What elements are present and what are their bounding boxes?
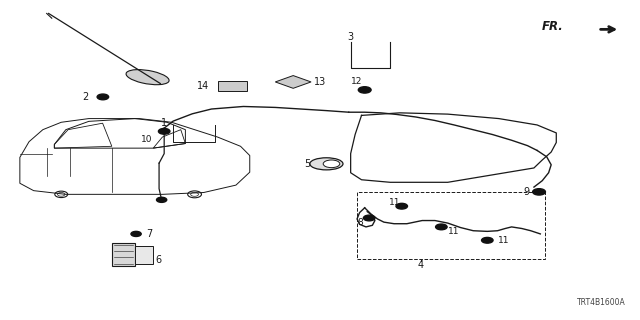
Circle shape	[358, 87, 371, 93]
Text: 9: 9	[523, 187, 529, 197]
FancyBboxPatch shape	[113, 243, 135, 266]
Text: 11: 11	[497, 236, 509, 245]
FancyBboxPatch shape	[135, 246, 153, 264]
Text: 1: 1	[161, 118, 167, 128]
Circle shape	[481, 237, 493, 243]
Circle shape	[97, 94, 109, 100]
Text: 2: 2	[83, 92, 89, 102]
Text: 10: 10	[141, 135, 153, 144]
FancyBboxPatch shape	[218, 81, 247, 91]
Circle shape	[159, 128, 170, 134]
Text: 3: 3	[348, 32, 354, 42]
Text: 14: 14	[197, 81, 210, 91]
Ellipse shape	[310, 158, 343, 170]
Text: 7: 7	[147, 229, 152, 239]
Circle shape	[157, 197, 167, 202]
Text: 12: 12	[351, 77, 362, 86]
Text: 4: 4	[418, 260, 424, 270]
Circle shape	[532, 189, 545, 195]
Circle shape	[131, 231, 141, 236]
Ellipse shape	[126, 70, 169, 85]
Circle shape	[436, 224, 447, 230]
Text: FR.: FR.	[542, 20, 564, 33]
Text: 5: 5	[305, 159, 311, 169]
Text: 6: 6	[156, 255, 161, 265]
Text: 8: 8	[357, 218, 363, 227]
Ellipse shape	[323, 160, 340, 168]
Circle shape	[396, 203, 408, 209]
Polygon shape	[275, 76, 311, 88]
Text: TRT4B1600A: TRT4B1600A	[577, 298, 625, 307]
Text: 11: 11	[448, 227, 460, 236]
Text: 13: 13	[314, 77, 326, 87]
Text: 11: 11	[389, 197, 401, 206]
Circle shape	[364, 215, 375, 221]
